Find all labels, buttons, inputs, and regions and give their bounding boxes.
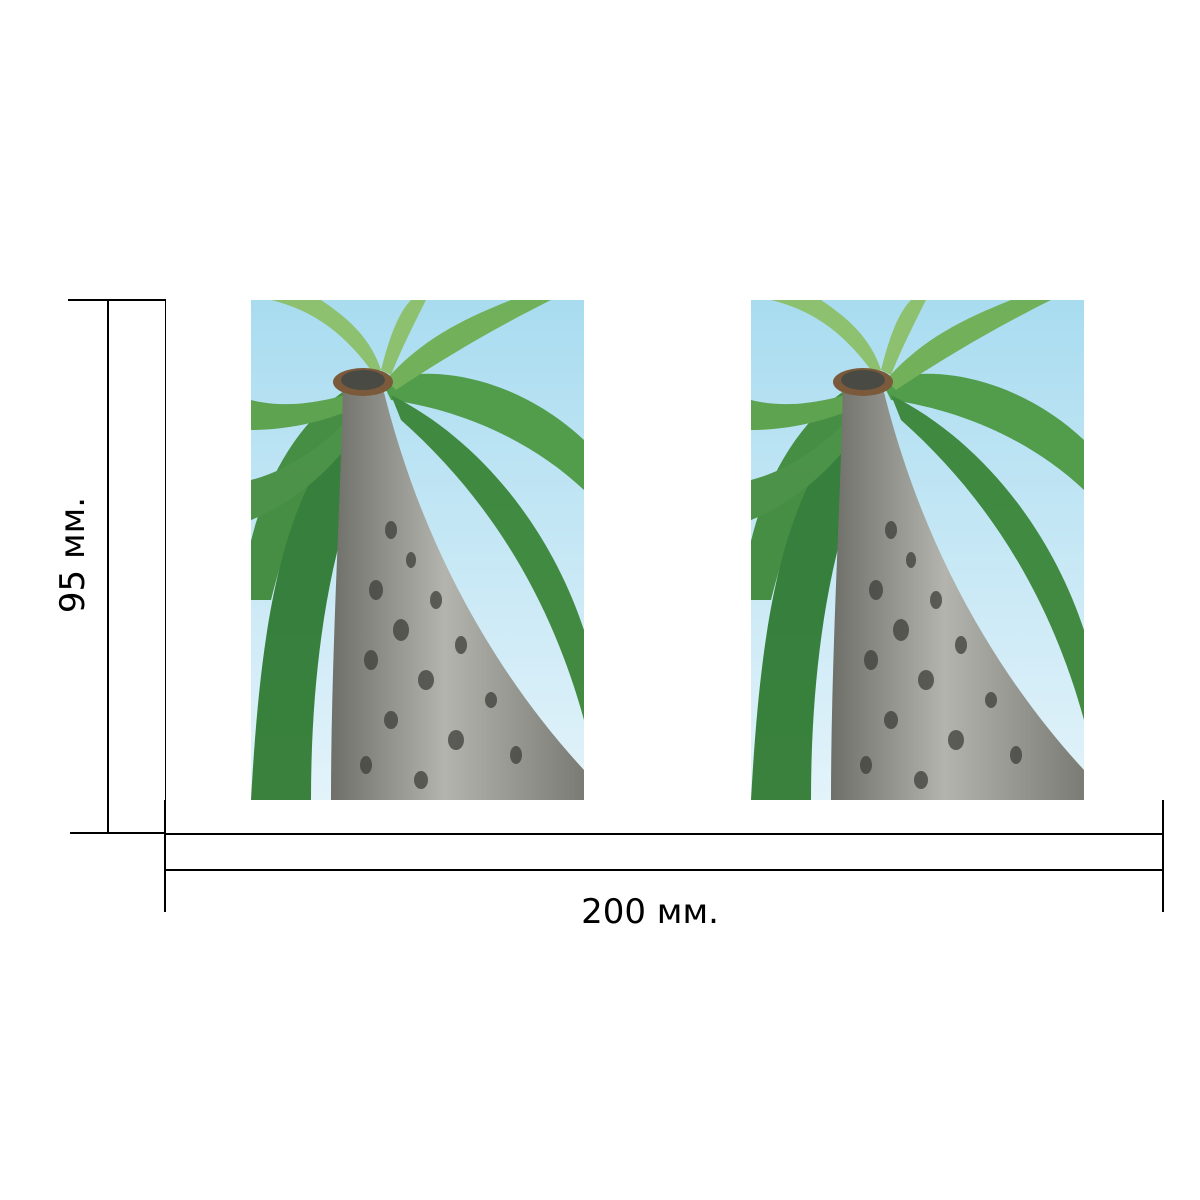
height-dimension-line-inner — [165, 299, 166, 834]
height-dimension-bottom-tick — [70, 832, 166, 834]
width-dimension-right-tick — [1162, 800, 1164, 912]
width-dimension-left-tick — [164, 800, 166, 912]
height-dimension-top-tick — [68, 299, 166, 301]
palm-tree-photo-right — [751, 300, 1084, 800]
width-dimension-line-upper — [164, 833, 1164, 835]
height-dimension-label: 95 мм. — [53, 496, 93, 614]
height-dimension-line-outer — [107, 299, 109, 834]
palm-tree-photo-left — [251, 300, 584, 800]
width-dimension-label: 200 мм. — [581, 892, 719, 932]
width-dimension-line-lower — [164, 869, 1164, 871]
